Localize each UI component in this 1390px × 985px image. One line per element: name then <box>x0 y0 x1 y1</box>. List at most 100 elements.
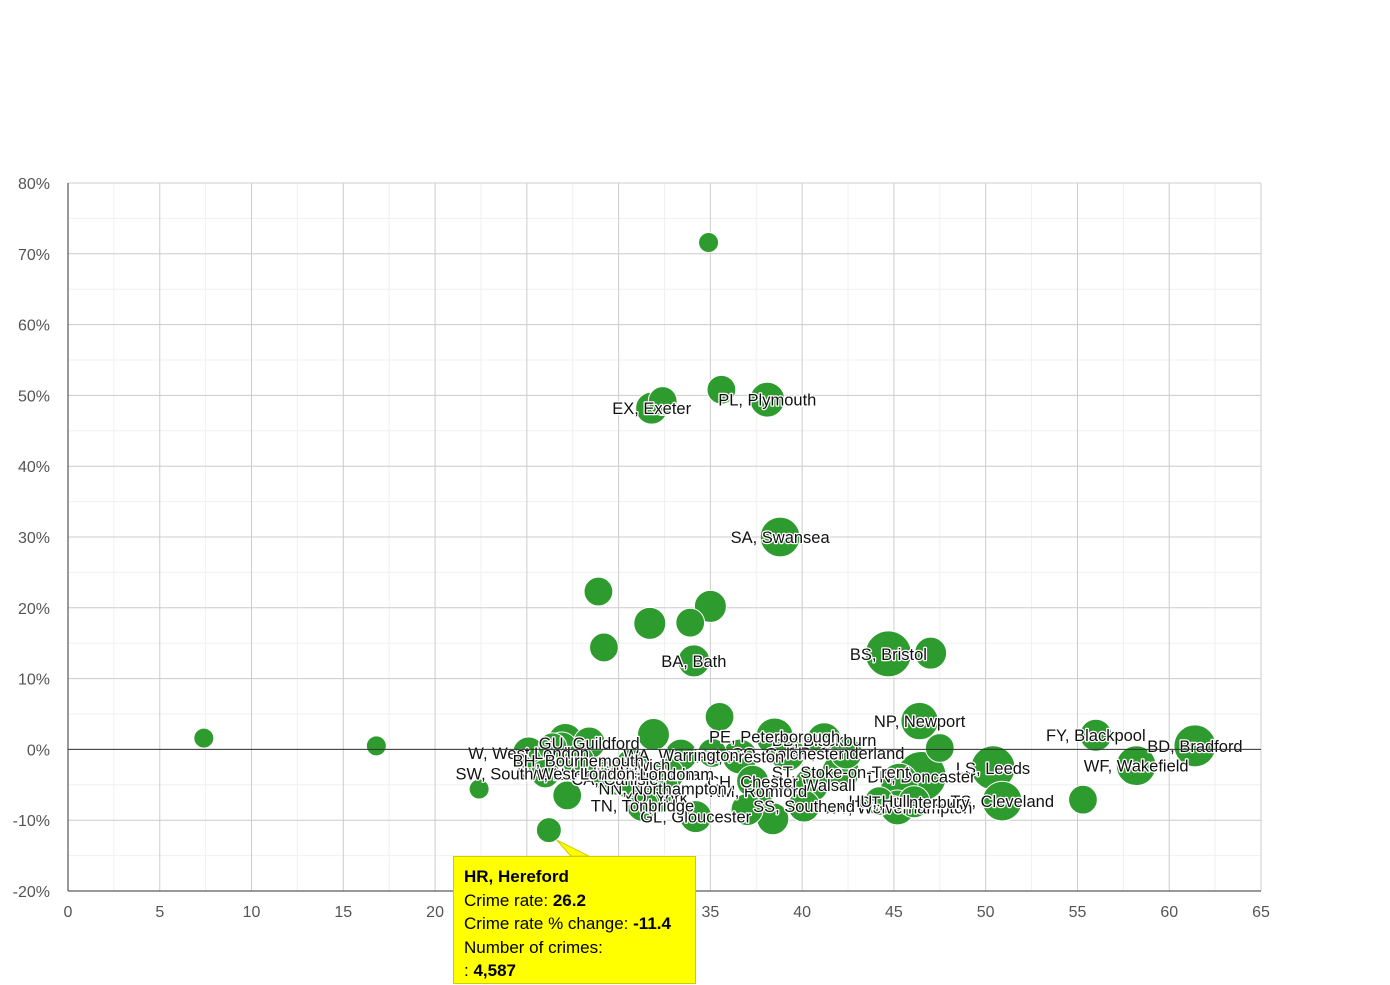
y-tick-label: 10% <box>18 672 50 689</box>
y-tick-label: 60% <box>18 318 50 335</box>
tooltip-count-value: 4,587 <box>473 961 517 980</box>
bubble-label: RM, Romford <box>709 783 807 801</box>
bubble <box>193 727 215 749</box>
bubble <box>589 632 619 663</box>
y-tick-label: 0% <box>27 742 50 759</box>
tooltip-title: HR, Hereford <box>464 867 569 886</box>
bubble <box>704 701 735 732</box>
x-tick-label: 55 <box>1069 904 1087 921</box>
bubble-label: WS, Walsall <box>767 777 855 795</box>
x-tick-label: 5 <box>155 904 164 921</box>
bubble-label: PL, Plymouth <box>718 392 816 410</box>
y-tick-label: 80% <box>18 176 50 193</box>
bubble <box>981 780 1023 822</box>
bubble-label: FY, Blackpool <box>1046 727 1146 745</box>
bubble <box>924 733 955 763</box>
x-tick-label: 50 <box>977 904 995 921</box>
x-tick-label: 45 <box>885 904 903 921</box>
bubble <box>706 374 737 405</box>
bubble <box>633 606 667 640</box>
bubble <box>365 735 387 757</box>
bubble <box>787 789 821 823</box>
bubble-label: NN, Northampton <box>598 780 726 798</box>
tooltip-rate-row: Crime rate: 26.2 <box>464 889 685 913</box>
bubble-label: TS, Cleveland <box>950 793 1054 811</box>
bubble-label: EX, Exeter <box>612 400 691 418</box>
bubble <box>583 576 614 607</box>
bubble <box>759 516 801 558</box>
bubble <box>636 718 670 752</box>
bubble-label: SS, Southend <box>753 798 855 816</box>
x-tick-label: 15 <box>334 904 352 921</box>
tooltip-count-row: : 4,587 <box>464 959 685 983</box>
y-tick-label: 40% <box>18 459 50 476</box>
bubble-label: BB, Blackburn <box>772 732 877 750</box>
bubble-label: GL, Gloucester <box>640 809 751 827</box>
y-tick-label: -10% <box>13 813 50 830</box>
bubble-label: ST, Stoke-on-Trent <box>772 764 910 782</box>
tooltip-count-label: Number of crimes: <box>464 937 603 957</box>
bubble <box>864 786 895 816</box>
bubble <box>1068 784 1098 815</box>
y-tick-label: 70% <box>18 247 50 264</box>
bubble-label: CT, Canterbury <box>859 794 971 812</box>
bubble <box>1079 718 1113 752</box>
bubble <box>769 735 806 772</box>
bubble-label: WF, Wakefield <box>1084 758 1189 776</box>
bubble-label: IP, Ipswich <box>593 757 671 775</box>
bubble <box>587 755 617 786</box>
bubble-label: CH, Chester <box>707 773 798 791</box>
bubbles <box>193 231 1217 844</box>
bubble <box>730 793 764 827</box>
tooltip-change-row: Crime rate % change: -11.4 <box>464 912 685 936</box>
bubble <box>679 800 713 834</box>
x-tick-label: 0 <box>64 904 73 921</box>
bubble-label: BD, Bradford <box>1147 738 1242 756</box>
bubble-label: BA, Bath <box>661 653 726 671</box>
bubble <box>647 386 678 416</box>
bubble-label: BS, Bristol <box>850 646 927 664</box>
y-tick-label: -20% <box>13 884 50 901</box>
bubble-label: SA, Swansea <box>731 529 831 547</box>
bubble <box>864 630 912 678</box>
x-tick-label: 65 <box>1252 904 1270 921</box>
bubble <box>914 636 948 670</box>
bubble-label: TN, Tonbridge <box>591 797 694 815</box>
bubble-label: NP, Newport <box>874 713 966 731</box>
bubble-label: SW, South West London <box>455 765 634 783</box>
tooltip-change-label: Crime rate % change: <box>464 914 629 933</box>
bubble <box>468 778 490 800</box>
bubble-label: YO, York <box>623 790 689 808</box>
bubble <box>900 701 939 741</box>
tooltip-change-value: -11.4 <box>633 914 671 933</box>
y-tick-label: 20% <box>18 601 50 618</box>
x-tick-label: 40 <box>793 904 811 921</box>
bubble <box>697 738 728 768</box>
y-tick-label: 30% <box>18 530 50 547</box>
bubble <box>552 780 583 811</box>
bubble-label: LS, Leeds <box>956 760 1030 778</box>
bubble-label: WA, Warrington <box>623 747 738 765</box>
bubble-label: HU, Hull <box>849 793 910 811</box>
bubble-label: WV, Wolverhampton <box>823 799 972 817</box>
bubble <box>897 785 931 819</box>
bubble <box>698 231 720 253</box>
x-tick-label: 10 <box>243 904 261 921</box>
bubble <box>675 607 706 638</box>
tooltip: HR, Hereford Crime rate: 26.2 Crime rate… <box>453 856 696 984</box>
bubble-label: BH, Bournemouth <box>513 753 644 771</box>
tooltip-rate-value: 26.2 <box>552 890 586 910</box>
bubble <box>611 765 645 799</box>
tooltip-rate-label: Crime rate: <box>464 890 549 910</box>
x-tick-label: 35 <box>701 904 719 921</box>
highlight-ring <box>539 820 559 840</box>
bubble <box>749 381 786 418</box>
bubble-label: CA, Carlisle <box>571 771 658 789</box>
x-tick-label: 60 <box>1160 904 1178 921</box>
y-tick-label: 50% <box>18 388 50 405</box>
x-tick-label: 20 <box>426 904 444 921</box>
bubble-label: DH, Durham <box>622 766 714 784</box>
bubble-label: NW, North West London <box>517 766 695 784</box>
